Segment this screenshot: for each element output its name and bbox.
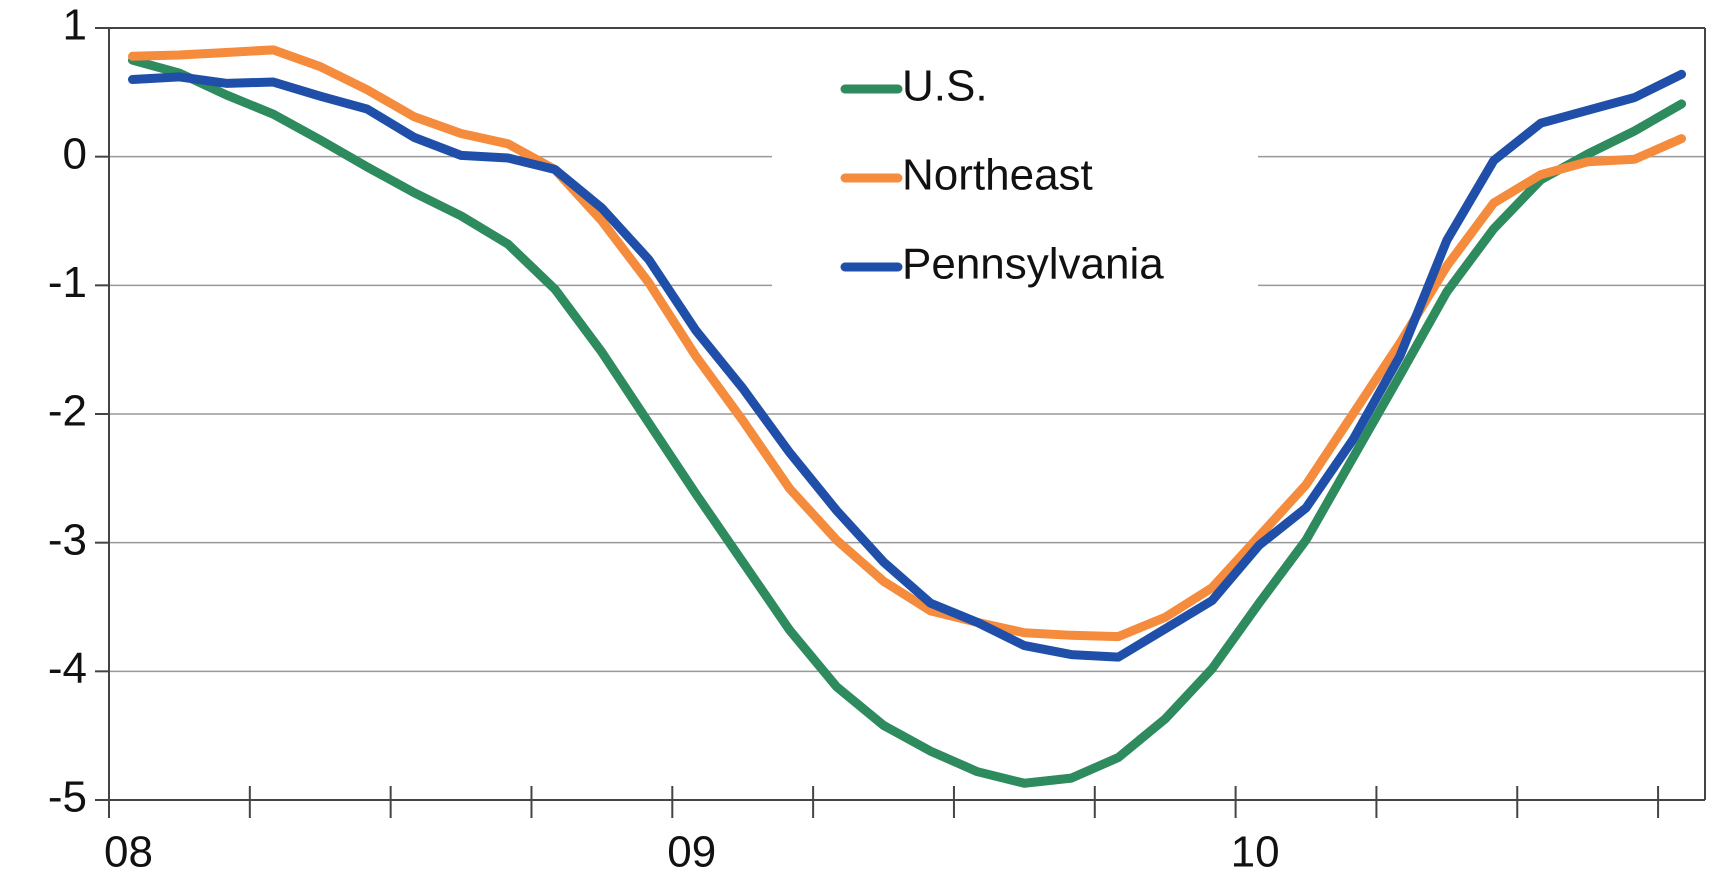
- y-tick-label: -2: [48, 387, 87, 436]
- legend-label: U.S.: [902, 62, 988, 111]
- line-series: [127, 69, 1687, 662]
- x-tick-label: 08: [104, 828, 153, 877]
- y-tick-label: -3: [48, 515, 87, 564]
- x-tick-label: 09: [667, 828, 716, 877]
- legend-label: Northeast: [902, 151, 1093, 200]
- line-series: [127, 55, 1687, 788]
- y-tick-label: -4: [48, 644, 87, 693]
- y-tick-label: 0: [63, 129, 87, 178]
- legend-label: Pennsylvania: [902, 240, 1164, 289]
- x-tick-label: 10: [1231, 828, 1280, 877]
- y-tick-label: -1: [48, 258, 87, 307]
- y-tick-label: 1: [63, 1, 87, 50]
- y-tick-label: -5: [48, 773, 87, 822]
